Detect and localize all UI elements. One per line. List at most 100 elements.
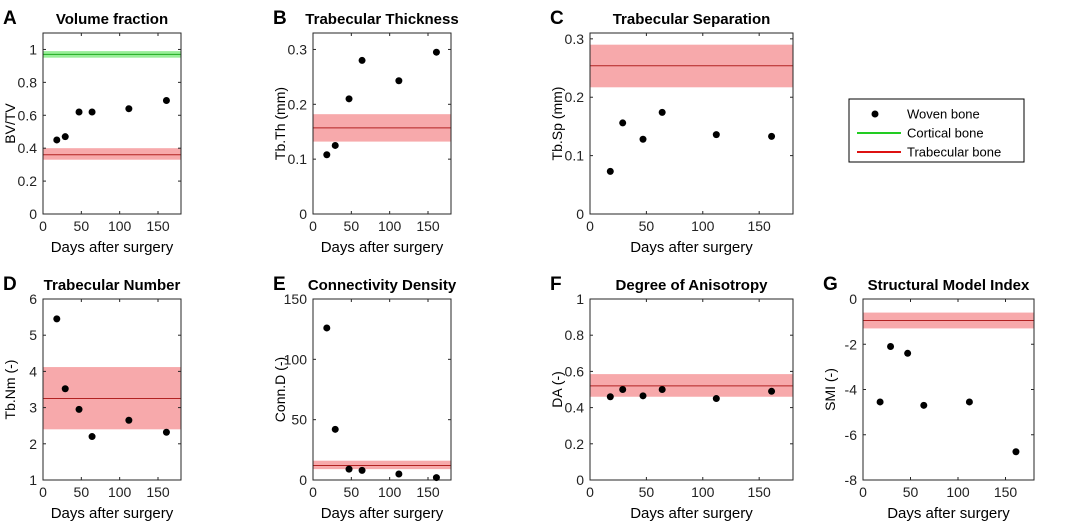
woven-point-a bbox=[88, 108, 96, 116]
y-tick-label: 0.1 bbox=[565, 148, 585, 164]
y-tick-label: 100 bbox=[284, 351, 308, 367]
x-tick-label: 50 bbox=[74, 218, 90, 234]
y-tick-label: 2 bbox=[29, 436, 37, 452]
y-tick-label: 0.4 bbox=[18, 140, 38, 156]
woven-point-g bbox=[904, 349, 912, 357]
woven-point-e bbox=[323, 324, 331, 332]
y-axis-label-b: Tb.Th (mm) bbox=[272, 87, 288, 160]
woven-point-b bbox=[323, 151, 331, 159]
panel-letter-b: B bbox=[273, 8, 287, 29]
axes-frame-f bbox=[589, 298, 794, 481]
trabecular-band-a bbox=[43, 148, 181, 160]
x-axis-label-g: Days after surgery bbox=[887, 505, 1010, 522]
panel-g: 0 50 100 150 -8 -6 -4 -2 0 Structural Model Index… bbox=[822, 274, 1035, 522]
panel-title-e: Connectivity Density bbox=[308, 277, 457, 294]
y-tick-label: -2 bbox=[845, 336, 858, 352]
woven-point-c bbox=[639, 135, 647, 143]
legend: Woven bone Cortical bone Trabecular bone bbox=[848, 98, 1025, 163]
x-tick-label: 50 bbox=[639, 484, 655, 500]
panel-title-f: Degree of Anisotropy bbox=[616, 277, 769, 294]
x-tick-label: 0 bbox=[39, 218, 47, 234]
panel-letter-g: G bbox=[823, 274, 838, 295]
woven-point-c bbox=[606, 167, 614, 175]
y-tick-label: 0 bbox=[849, 291, 857, 307]
y-tick-label: 0.2 bbox=[565, 436, 585, 452]
panel-title-c: Trabecular Separation bbox=[613, 11, 771, 28]
plot-area-a bbox=[43, 33, 181, 214]
x-tick-label: 150 bbox=[146, 218, 170, 234]
woven-point-a bbox=[162, 96, 170, 104]
y-tick-label: 0.1 bbox=[288, 151, 308, 167]
woven-point-g bbox=[965, 398, 973, 406]
y-tick-label: 0.4 bbox=[565, 400, 585, 416]
legend-cortical-label: Cortical bone bbox=[907, 126, 984, 141]
y-tick-label: -8 bbox=[845, 472, 858, 488]
axes-frame-c bbox=[589, 32, 794, 215]
x-tick-label: 100 bbox=[691, 218, 715, 234]
woven-point-f bbox=[712, 395, 720, 403]
panel-letter-e: E bbox=[273, 274, 286, 295]
x-tick-label: 50 bbox=[344, 484, 360, 500]
y-tick-label: 0.6 bbox=[18, 107, 38, 123]
y-tick-label: 1 bbox=[29, 472, 37, 488]
panel-letter-c: C bbox=[550, 8, 564, 29]
panel-title-a: Volume fraction bbox=[56, 11, 168, 28]
woven-point-a bbox=[75, 108, 83, 116]
woven-point-c bbox=[658, 108, 666, 116]
x-tick-label: 100 bbox=[108, 484, 132, 500]
y-tick-label: 0 bbox=[576, 472, 584, 488]
woven-point-b bbox=[358, 56, 366, 64]
panel-letter-f: F bbox=[550, 274, 562, 295]
x-tick-label: 100 bbox=[108, 218, 132, 234]
woven-point-b bbox=[331, 141, 339, 149]
x-tick-label: 0 bbox=[586, 218, 594, 234]
panel-b: 0 50 100 150 0 0.1 0.2 0.3 Trabecular Thickness B… bbox=[272, 8, 459, 256]
woven-point-f bbox=[639, 392, 647, 400]
y-tick-label: 0.6 bbox=[565, 363, 585, 379]
y-tick-label: 0.8 bbox=[18, 74, 38, 90]
y-tick-label: 0.3 bbox=[565, 31, 585, 47]
legend-woven-marker bbox=[871, 110, 879, 118]
woven-point-a bbox=[53, 136, 61, 144]
panel-f: 0 50 100 150 0 0.2 0.4 0.6 0.8 1 Degree of Anisotr… bbox=[549, 274, 794, 522]
woven-point-f bbox=[606, 393, 614, 401]
panel-a: 0 50 100 150 0 0.2 0.4 0.6 0.8 1 Volume fraction A D… bbox=[2, 8, 182, 256]
y-tick-label: -4 bbox=[845, 382, 858, 398]
woven-point-d bbox=[125, 416, 133, 424]
y-axis-label-d: Tb.Nm (-) bbox=[2, 360, 18, 420]
x-tick-label: 150 bbox=[747, 218, 771, 234]
panel-d: 0 50 100 150 1 2 3 4 5 6 Trabecular Number D Days af… bbox=[2, 274, 182, 522]
x-axis-label-e: Days after surgery bbox=[321, 505, 444, 522]
plot-area-e bbox=[313, 299, 451, 480]
woven-point-d bbox=[162, 428, 170, 436]
woven-point-g bbox=[887, 343, 895, 351]
woven-point-e bbox=[331, 425, 339, 433]
woven-point-f bbox=[768, 387, 776, 395]
y-tick-label: 1 bbox=[576, 291, 584, 307]
woven-point-c bbox=[768, 132, 776, 140]
x-tick-label: 100 bbox=[946, 484, 970, 500]
y-tick-label: 0.2 bbox=[565, 89, 585, 105]
woven-point-g bbox=[876, 398, 884, 406]
trabecular-band-e bbox=[313, 460, 451, 470]
panel-title-d: Trabecular Number bbox=[44, 277, 181, 294]
x-tick-label: 150 bbox=[416, 218, 440, 234]
woven-point-b bbox=[395, 77, 403, 85]
woven-point-b bbox=[345, 95, 353, 103]
y-tick-label: 0.2 bbox=[18, 173, 38, 189]
x-tick-label: 150 bbox=[146, 484, 170, 500]
plot-area-g bbox=[863, 299, 1034, 480]
y-tick-label: 0.3 bbox=[288, 41, 308, 57]
y-tick-label: 6 bbox=[29, 291, 37, 307]
y-tick-label: 0.8 bbox=[565, 327, 585, 343]
y-tick-label: 4 bbox=[29, 363, 37, 379]
woven-point-e bbox=[395, 470, 403, 478]
x-tick-label: 0 bbox=[309, 218, 317, 234]
x-tick-label: 0 bbox=[586, 484, 594, 500]
y-tick-label: 50 bbox=[291, 412, 307, 428]
axes-frame-e bbox=[312, 298, 452, 481]
woven-point-a bbox=[125, 105, 133, 113]
y-tick-label: 5 bbox=[29, 327, 37, 343]
